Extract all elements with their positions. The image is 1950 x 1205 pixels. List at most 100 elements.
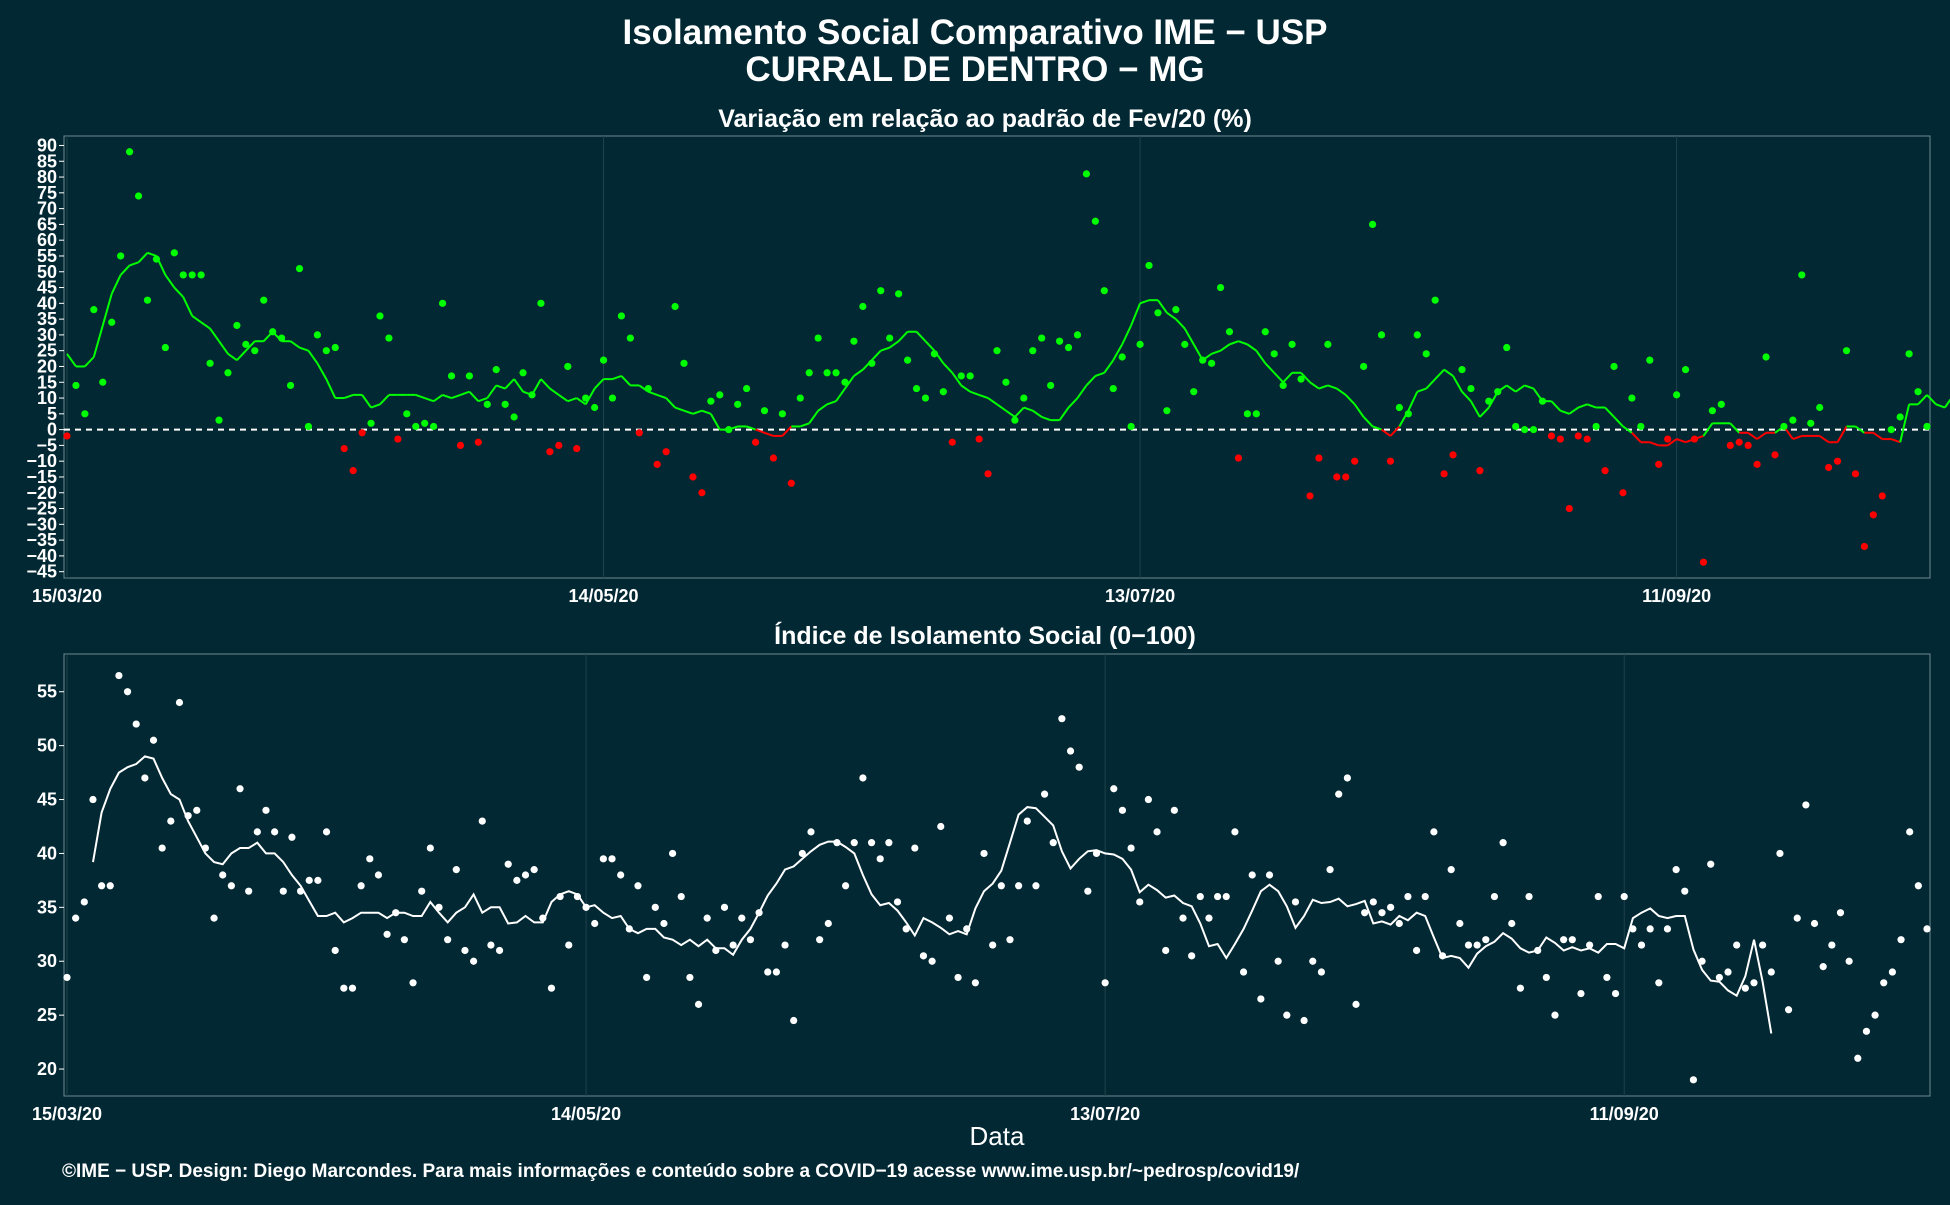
data-point (1690, 435, 1699, 443)
data-point (1145, 261, 1153, 270)
data-point (814, 334, 822, 342)
data-point (1092, 849, 1101, 858)
data-point (1862, 1027, 1871, 1035)
y-tick-label: −20 (26, 483, 57, 503)
data-point (1231, 828, 1239, 836)
data-point (1109, 384, 1117, 393)
data-point (117, 252, 125, 260)
data-point (430, 422, 438, 431)
data-point (1196, 892, 1204, 901)
moving-average-segment (817, 403, 828, 412)
data-point (394, 435, 402, 443)
data-point (807, 828, 815, 836)
data-point (1378, 909, 1386, 917)
data-point (1897, 936, 1905, 944)
data-point (492, 366, 500, 374)
moving-average-segment (1407, 391, 1419, 412)
data-point (1473, 941, 1481, 949)
moving-average-segment (1568, 406, 1579, 415)
data-point (1163, 407, 1171, 415)
data-point (227, 882, 235, 890)
data-point (409, 979, 417, 987)
y-tick-label: 50 (37, 262, 57, 282)
moving-average-segment (1353, 403, 1365, 418)
moving-average-segment (1103, 359, 1115, 374)
data-point (1780, 422, 1788, 431)
data-point (1020, 394, 1028, 402)
data-point (510, 413, 518, 421)
data-point (233, 321, 241, 330)
data-point (444, 936, 452, 944)
data-point (470, 957, 478, 965)
moving-average-segment (316, 362, 328, 380)
data-point (1914, 388, 1922, 396)
moving-average-segment (1264, 362, 1275, 374)
data-point (197, 271, 205, 279)
data-point (400, 936, 408, 944)
moving-average-segment (1550, 400, 1562, 412)
data-point (106, 882, 114, 890)
data-point (149, 736, 158, 744)
data-point (859, 302, 867, 311)
data-point (671, 302, 679, 311)
moving-average-segment (897, 331, 909, 342)
data-point (1628, 394, 1636, 402)
data-point (245, 887, 253, 895)
moving-average-segment (1631, 432, 1642, 443)
data-point (1084, 887, 1092, 895)
data-point (1699, 558, 1708, 566)
data-point (833, 839, 841, 847)
data-point (1681, 887, 1689, 895)
data-point (1395, 919, 1403, 928)
data-point (143, 296, 152, 304)
data-point (504, 860, 512, 868)
moving-average-segment (1032, 409, 1043, 418)
moving-average-segment (478, 397, 488, 403)
data-point (1306, 492, 1314, 500)
data-point (1172, 306, 1180, 314)
moving-average-segment (1479, 406, 1490, 418)
data-point (677, 892, 685, 901)
data-point (358, 429, 366, 437)
data-point (1871, 1011, 1879, 1019)
data-point (1771, 451, 1779, 459)
moving-average-segment (1041, 416, 1051, 422)
data-point (478, 817, 486, 825)
data-point (385, 334, 393, 342)
data-point (1547, 432, 1556, 440)
moving-average-segment (755, 428, 765, 434)
data-point (1568, 936, 1576, 944)
data-point (184, 812, 192, 820)
data-point (215, 416, 223, 424)
data-point (1040, 790, 1049, 798)
data-point (895, 290, 903, 298)
data-point (1565, 504, 1573, 513)
moving-average-segment (1183, 328, 1195, 345)
data-point (134, 192, 143, 200)
moving-average-segment (1300, 372, 1311, 383)
data-point (805, 369, 813, 377)
data-point (1750, 979, 1758, 987)
moving-average-segment (1372, 425, 1382, 431)
data-point (366, 855, 374, 863)
moving-average-segment (1389, 425, 1401, 437)
moving-average-segment (1229, 340, 1239, 346)
data-point (412, 422, 420, 431)
data-point (1887, 426, 1895, 434)
data-point (668, 849, 677, 858)
data-point (1181, 340, 1189, 348)
data-point (206, 359, 214, 367)
data-point (1032, 882, 1040, 890)
moving-average-segment (674, 406, 685, 412)
data-point (582, 903, 590, 911)
moving-average-segment (915, 331, 927, 342)
data-point (1170, 806, 1178, 814)
data-point (452, 866, 460, 874)
data-point (1851, 470, 1860, 478)
moving-average-segment (173, 286, 184, 298)
moving-average-segment (584, 388, 596, 405)
data-point (357, 882, 365, 890)
data-point (1880, 979, 1888, 987)
data-point (1629, 925, 1637, 933)
data-point (1136, 898, 1144, 906)
